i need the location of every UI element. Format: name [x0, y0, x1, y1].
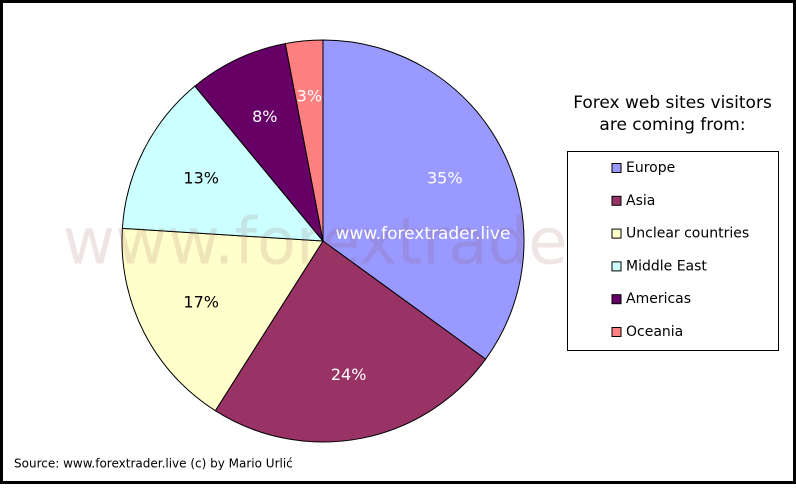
legend-swatch	[611, 261, 622, 272]
pie: 35% 24% 17% 13% 8% 3%	[121, 39, 525, 443]
center-label: www.forextrader.live	[336, 224, 511, 244]
data-label: 13%	[183, 168, 219, 187]
source-note: Source: www.forextrader.live (c) by Mari…	[14, 457, 293, 471]
data-label: 8%	[252, 107, 277, 126]
pie-slice	[121, 85, 325, 242]
pie-slice	[194, 42, 324, 242]
data-label: 35%	[427, 168, 463, 187]
legend-box	[567, 151, 779, 351]
legend-label: Asia	[626, 193, 655, 209]
legend-swatch	[611, 228, 622, 239]
pie-slice	[322, 39, 525, 360]
legend-label: Europe	[626, 160, 675, 176]
legend-swatch	[611, 327, 622, 337]
legend-label: Oceania	[626, 324, 683, 340]
pie-slice	[214, 240, 487, 443]
chart-title: Forex web sites visitors are coming from…	[573, 93, 772, 135]
data-label: 3%	[297, 86, 322, 105]
legend-label: Middle East	[626, 258, 707, 274]
data-label: 17%	[183, 293, 219, 312]
legend-swatch	[611, 195, 622, 206]
data-label: 24%	[331, 365, 367, 384]
legend: Europe Asia Unclear countries Middle East Am…	[611, 160, 749, 340]
pie-slice	[121, 227, 324, 412]
pie-slice	[284, 39, 324, 242]
legend-label: Unclear countries	[626, 226, 749, 242]
legend-label: Americas	[626, 291, 691, 307]
legend-swatch	[611, 163, 622, 173]
legend-swatch	[611, 294, 622, 305]
